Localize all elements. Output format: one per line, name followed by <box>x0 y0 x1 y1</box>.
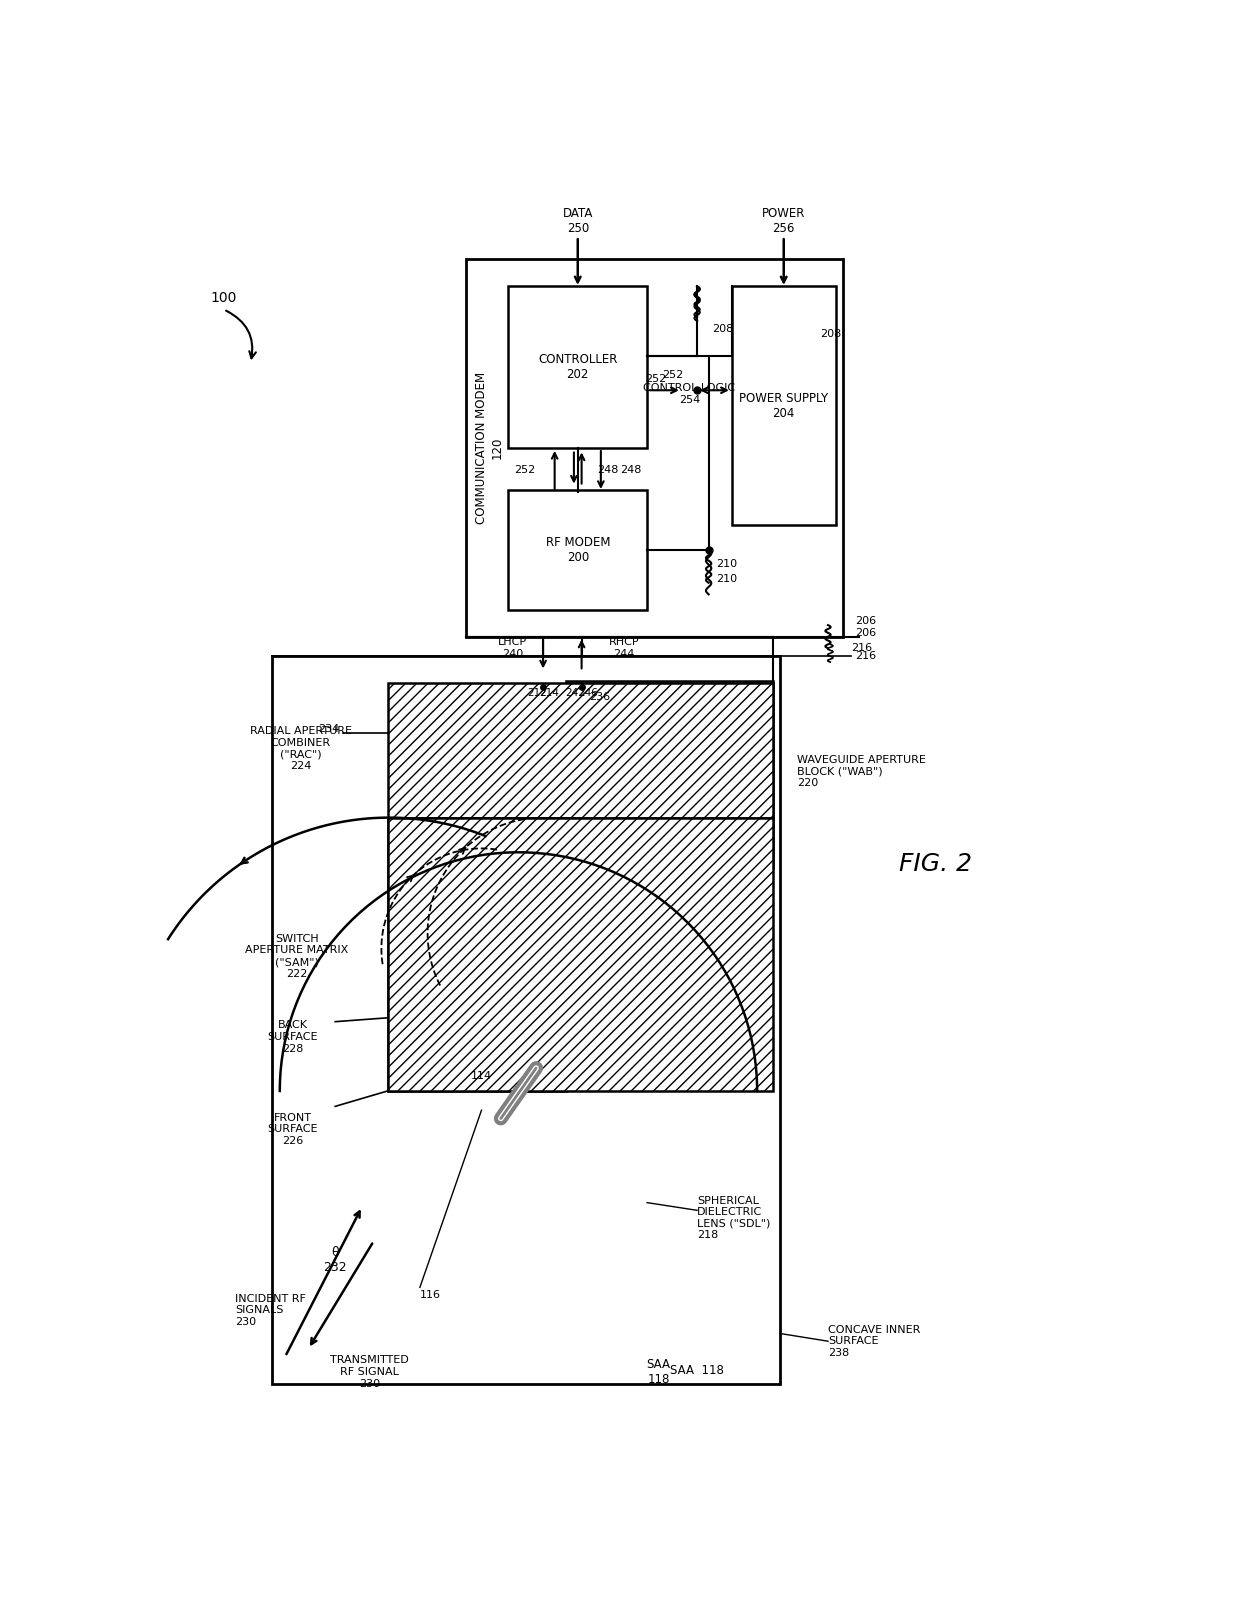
Text: 252: 252 <box>515 464 536 475</box>
Bar <box>508 490 647 609</box>
Bar <box>567 680 773 868</box>
Text: SAA  118: SAA 118 <box>670 1364 724 1377</box>
Text: 208: 208 <box>821 330 842 339</box>
Text: SPHERICAL
DIELECTRIC
LENS ("SDL")
218: SPHERICAL DIELECTRIC LENS ("SDL") 218 <box>697 1196 770 1241</box>
Text: 248: 248 <box>596 464 619 475</box>
Text: 214: 214 <box>539 688 559 698</box>
Text: INCIDENT RF
SIGNALS
230: INCIDENT RF SIGNALS 230 <box>236 1294 306 1327</box>
Text: TRANSMITTED
RF SIGNAL
230: TRANSMITTED RF SIGNAL 230 <box>331 1356 409 1388</box>
Text: 114: 114 <box>471 1070 492 1081</box>
Text: CONTROLLER
202: CONTROLLER 202 <box>538 354 618 381</box>
Text: 210: 210 <box>717 574 738 583</box>
Text: SWITCH
APERTURE MATRIX
("SAM")
222: SWITCH APERTURE MATRIX ("SAM") 222 <box>246 934 348 979</box>
Text: FIG. 2: FIG. 2 <box>899 852 972 876</box>
FancyArrowPatch shape <box>226 310 255 359</box>
Text: 206: 206 <box>854 629 877 638</box>
Text: LHCP
240: LHCP 240 <box>497 637 527 659</box>
Text: BACK
SURFACE
228: BACK SURFACE 228 <box>268 1020 319 1054</box>
Text: 116: 116 <box>420 1290 441 1299</box>
Text: 206: 206 <box>854 616 877 627</box>
Text: 216: 216 <box>854 651 877 661</box>
Bar <box>466 260 843 637</box>
Bar <box>388 818 773 1091</box>
Text: RF MODEM
200: RF MODEM 200 <box>546 537 610 564</box>
Text: POWER
256: POWER 256 <box>763 207 806 234</box>
Bar <box>732 286 836 525</box>
Text: 212: 212 <box>527 688 547 698</box>
Text: POWER SUPPLY
204: POWER SUPPLY 204 <box>739 391 828 420</box>
Bar <box>272 656 780 1383</box>
Text: 216: 216 <box>851 643 872 653</box>
Text: COMMUNICATION MODEM
120: COMMUNICATION MODEM 120 <box>475 372 503 524</box>
Text: 252: 252 <box>662 370 683 380</box>
Text: 208: 208 <box>713 323 734 333</box>
Text: 242: 242 <box>565 688 585 698</box>
Text: 236: 236 <box>589 692 610 701</box>
Text: FRONT
SURFACE
226: FRONT SURFACE 226 <box>268 1113 319 1146</box>
Text: RADIAL APERTURE
COMBINER
("RAC")
224: RADIAL APERTURE COMBINER ("RAC") 224 <box>249 726 352 771</box>
Text: CONTROL LOGIC
254: CONTROL LOGIC 254 <box>644 383 735 406</box>
Text: DATA
250: DATA 250 <box>563 207 593 234</box>
Text: 234: 234 <box>317 724 339 734</box>
Bar <box>388 684 773 818</box>
Text: 100: 100 <box>211 291 237 305</box>
Text: SAA
118: SAA 118 <box>646 1357 671 1387</box>
Text: WAVEGUIDE APERTURE
BLOCK ("WAB")
220: WAVEGUIDE APERTURE BLOCK ("WAB") 220 <box>797 755 926 789</box>
Text: 210: 210 <box>717 559 738 569</box>
Text: 246: 246 <box>578 688 598 698</box>
Text: CONCAVE INNER
SURFACE
238: CONCAVE INNER SURFACE 238 <box>828 1325 920 1357</box>
Text: 248: 248 <box>620 464 641 475</box>
Text: θ
232: θ 232 <box>324 1246 347 1275</box>
Text: 252: 252 <box>645 373 666 383</box>
Bar <box>388 818 567 1091</box>
Bar <box>508 286 647 448</box>
Text: RHCP
244: RHCP 244 <box>609 637 640 659</box>
